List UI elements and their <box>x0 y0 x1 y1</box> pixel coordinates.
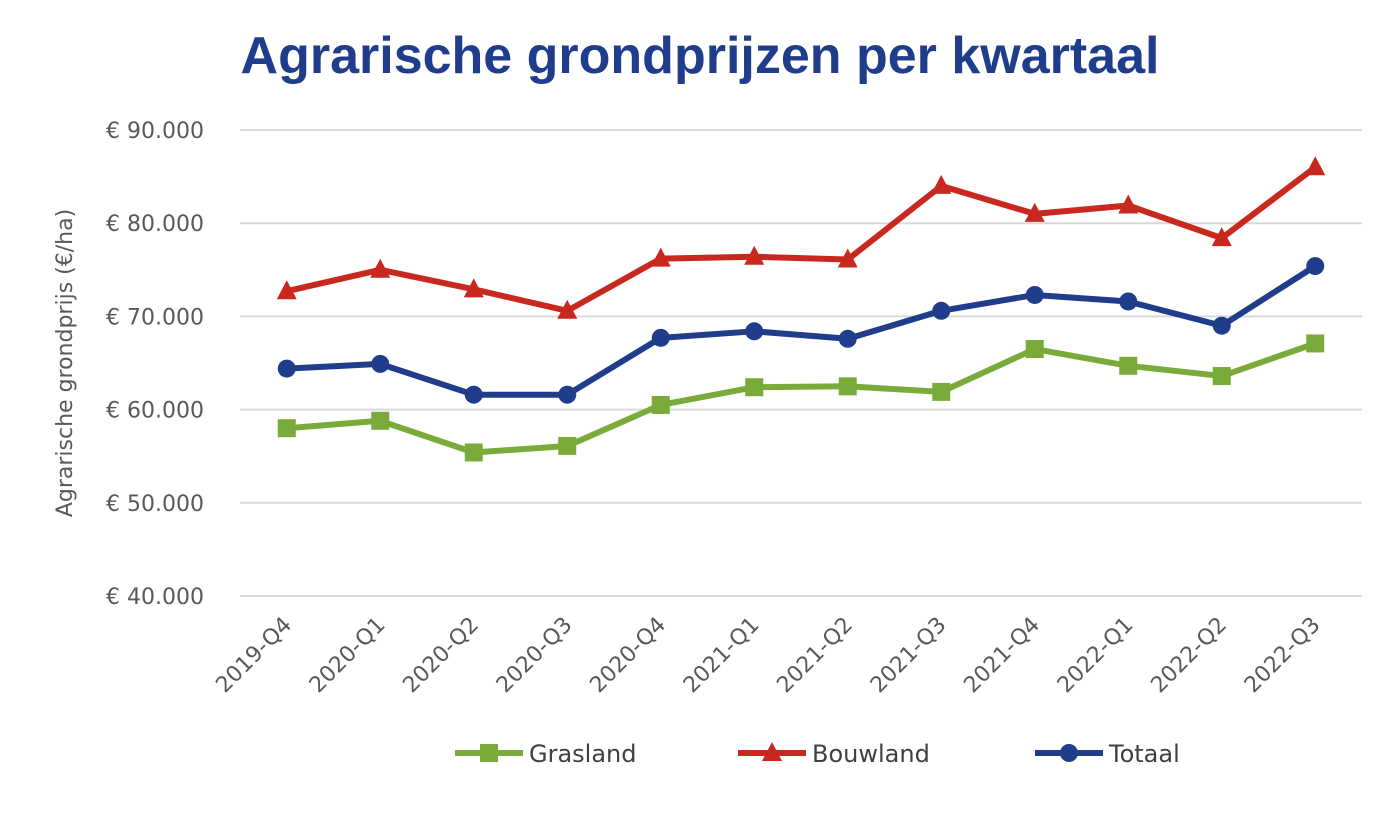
chart-title: Agrarische grondprijzen per kwartaal <box>240 27 1160 85</box>
x-tick-label: 2022-Q3 <box>1240 613 1326 699</box>
data-point <box>932 301 951 320</box>
data-point <box>745 378 764 397</box>
x-tick-label: 2020-Q1 <box>305 613 391 699</box>
data-point <box>1025 340 1044 359</box>
data-point <box>371 354 390 373</box>
data-point <box>1306 334 1325 353</box>
x-tick-label: 2022-Q1 <box>1053 613 1139 699</box>
x-tick-label: 2020-Q4 <box>585 613 671 699</box>
data-point <box>557 299 578 319</box>
y-tick-label: € 50.000 <box>106 492 204 517</box>
data-point <box>838 377 857 396</box>
data-point <box>1212 367 1231 386</box>
y-tick-label: € 40.000 <box>106 585 204 610</box>
data-point <box>650 247 671 267</box>
data-point <box>1306 257 1325 276</box>
data-point <box>1118 194 1139 214</box>
data-point <box>1025 285 1044 304</box>
legend-marker <box>762 742 782 761</box>
legend-marker <box>1060 744 1078 762</box>
data-point <box>464 385 483 404</box>
data-point <box>931 174 952 194</box>
x-axis-ticks: 2019-Q4 2020-Q1 2020-Q2 2020-Q3 2020-Q4 2021-… <box>211 613 1325 699</box>
data-point <box>464 443 483 462</box>
x-tick-label: 2020-Q3 <box>492 613 578 699</box>
legend-label: Bouwland <box>812 740 930 768</box>
legend-label: Grasland <box>529 740 637 768</box>
data-point <box>1119 292 1138 311</box>
series-grasland <box>277 334 1325 462</box>
y-tick-label: € 60.000 <box>106 399 204 424</box>
data-point <box>1212 316 1231 335</box>
series-totaal <box>277 257 1325 404</box>
data-point <box>370 258 391 278</box>
x-tick-label: 2021-Q4 <box>959 613 1045 699</box>
legend-item: Totaal <box>1035 740 1180 768</box>
series-bouwland <box>276 156 1326 319</box>
y-axis-ticks: € 90.000 € 80.000 € 70.000 € 60.000 € 50.000… <box>106 119 204 610</box>
x-tick-label: 2020-Q2 <box>398 613 484 699</box>
data-point <box>1024 202 1045 222</box>
data-point <box>277 419 296 438</box>
legend-item: Grasland <box>455 740 637 768</box>
data-point <box>276 280 297 300</box>
data-point <box>371 411 390 430</box>
data-point <box>1211 227 1232 247</box>
series-line <box>283 164 1319 314</box>
data-point <box>932 382 951 401</box>
data-point <box>277 359 296 378</box>
data-point <box>558 385 577 404</box>
legend-marker <box>480 744 498 762</box>
x-tick-label: 2019-Q4 <box>211 613 297 699</box>
data-point <box>745 322 764 341</box>
legend: Grasland Bouwland Totaal <box>455 740 1180 768</box>
series <box>276 156 1326 462</box>
series-line <box>283 263 1319 398</box>
y-tick-label: € 70.000 <box>106 305 204 330</box>
y-tick-label: € 90.000 <box>106 119 204 144</box>
series-line <box>283 340 1319 456</box>
legend-item: Bouwland <box>738 740 930 768</box>
data-point <box>1305 156 1326 176</box>
x-tick-label: 2021-Q3 <box>866 613 952 699</box>
x-tick-label: 2021-Q2 <box>772 613 858 699</box>
data-point <box>651 395 670 414</box>
x-tick-label: 2022-Q2 <box>1146 613 1232 699</box>
x-tick-label: 2021-Q1 <box>679 613 765 699</box>
y-axis-title: Agrarische grondprijs (€/ha) <box>53 209 78 517</box>
data-point <box>1119 356 1138 375</box>
data-point <box>838 329 857 348</box>
gridlines <box>240 129 1362 597</box>
legend-label: Totaal <box>1108 740 1180 768</box>
data-point <box>558 436 577 455</box>
data-point <box>837 248 858 268</box>
data-point <box>651 328 670 347</box>
data-point <box>744 245 765 265</box>
data-point <box>463 278 484 298</box>
y-tick-label: € 80.000 <box>106 212 204 237</box>
